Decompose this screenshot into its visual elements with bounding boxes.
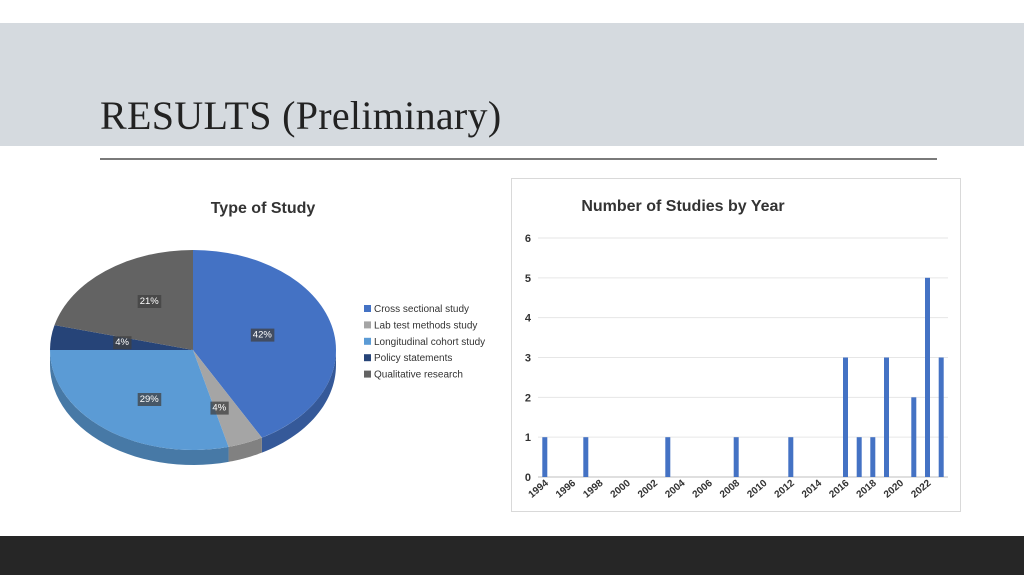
pie-data-label: 21% — [140, 296, 160, 307]
x-tick-label: 2008 — [718, 478, 742, 501]
y-tick-label: 4 — [525, 313, 532, 325]
pie-data-label-bg — [137, 295, 162, 308]
pie-data-label: 4% — [212, 403, 226, 414]
title-band — [0, 23, 1024, 146]
pie-slice — [54, 250, 193, 350]
legend-swatch — [364, 370, 371, 378]
bar-chart-title: Number of Studies by Year — [581, 198, 784, 215]
pie-chart-title: Type of Study — [211, 200, 316, 217]
legend-swatch — [364, 321, 371, 329]
legend-label: Longitudinal cohort study — [374, 337, 485, 348]
pie-data-label-bg — [210, 401, 229, 415]
y-tick-label: 0 — [525, 472, 531, 484]
pie-slice — [193, 250, 336, 438]
bar — [925, 277, 930, 477]
pie-data-label: 4% — [115, 337, 129, 348]
x-tick-label: 2010 — [745, 478, 769, 501]
legend-label: Qualitative research — [374, 370, 463, 381]
x-tick-label: 2012 — [773, 478, 797, 501]
x-tick-label: 2004 — [663, 478, 687, 501]
x-tick-label: 2006 — [691, 478, 715, 501]
slide-title: RESULTS (Preliminary) — [100, 93, 502, 138]
y-tick-label: 1 — [525, 432, 531, 444]
x-tick-label: 2018 — [855, 478, 879, 501]
pie-data-label: 42% — [253, 330, 273, 341]
title-rule — [100, 158, 937, 160]
bar — [733, 437, 739, 477]
pie-slice-side — [228, 437, 262, 462]
pie-data-label-bg — [137, 393, 162, 406]
x-tick-label: 2000 — [609, 478, 633, 501]
bar — [665, 437, 671, 477]
bar — [911, 397, 917, 477]
bar — [938, 357, 944, 477]
y-tick-label: 5 — [525, 273, 531, 285]
pie-slice-side — [261, 350, 336, 453]
pie-slice — [193, 350, 262, 447]
top-strip — [0, 0, 1024, 23]
x-tick-label: 1996 — [554, 478, 578, 501]
legend-label: Policy statements — [374, 353, 452, 364]
pie-chart: Type of Study 42% 4% 29% 4% 21% Cross sectio… — [50, 200, 485, 465]
legend-label: Lab test methods study — [374, 320, 477, 331]
x-tick-label: 2020 — [882, 478, 906, 501]
legend-swatch — [364, 354, 371, 362]
bar — [884, 357, 889, 477]
x-tick-label: 2022 — [909, 478, 933, 501]
bar — [583, 437, 589, 477]
bar — [542, 437, 548, 477]
footer-band — [0, 536, 1024, 575]
pie-slice-side — [50, 350, 229, 465]
bar — [870, 437, 876, 477]
x-tick-label: 1998 — [581, 478, 605, 501]
legend-label: Cross sectional study — [374, 304, 469, 315]
bar — [788, 437, 794, 477]
y-tick-label: 6 — [525, 233, 531, 245]
x-tick-label: 2002 — [636, 478, 660, 501]
pie-data-label: 29% — [140, 394, 160, 405]
legend-swatch — [364, 337, 371, 345]
y-tick-label: 2 — [525, 392, 531, 404]
bar — [856, 437, 862, 477]
legend-swatch — [364, 305, 371, 312]
x-tick-label: 2014 — [800, 478, 824, 501]
pie-data-label-bg — [113, 336, 132, 350]
y-tick-label: 3 — [525, 353, 531, 365]
bar — [843, 357, 848, 477]
x-tick-label: 2016 — [827, 478, 851, 501]
pie-data-label-bg — [250, 328, 275, 342]
